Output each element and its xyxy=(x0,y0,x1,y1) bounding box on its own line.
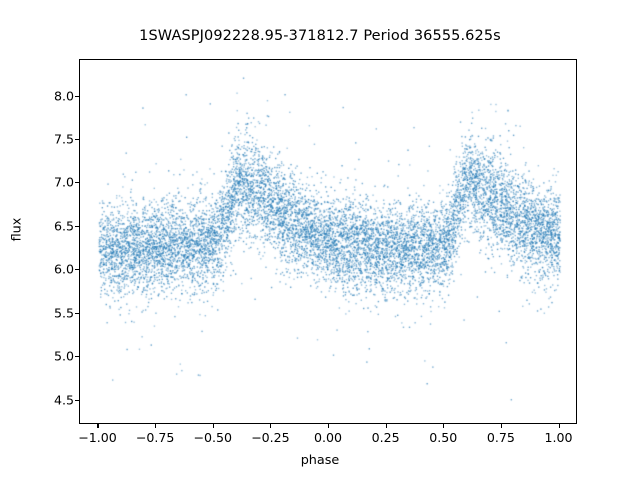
x-tick-mark xyxy=(500,424,502,428)
scatter-plot-canvas xyxy=(80,60,576,423)
chart-title: 1SWASPJ092228.95-371812.7 Period 36555.6… xyxy=(139,28,501,44)
y-tick-label: 6.5 xyxy=(53,218,74,234)
y-tick-label: 8.0 xyxy=(53,88,74,103)
y-tick-mark xyxy=(75,399,79,401)
x-tick-mark xyxy=(558,424,560,428)
y-tick-label: 5.0 xyxy=(53,348,74,364)
y-tick-label: 7.0 xyxy=(53,174,74,190)
x-tick-label: 0.25 xyxy=(371,430,400,445)
y-tick-label: 7.5 xyxy=(53,131,74,147)
x-tick-mark xyxy=(385,424,387,428)
x-tick-mark xyxy=(212,424,214,428)
x-tick-mark xyxy=(270,424,272,428)
y-tick-mark xyxy=(75,356,79,358)
y-tick-mark xyxy=(75,95,79,97)
y-tick-label: 5.5 xyxy=(53,305,74,321)
x-tick-label: −0.50 xyxy=(193,430,233,445)
x-tick-mark xyxy=(155,424,157,428)
plot-axes-area xyxy=(79,59,577,424)
y-tick-mark xyxy=(75,225,79,227)
y-tick-label: 6.0 xyxy=(53,261,74,277)
x-tick-mark xyxy=(97,424,99,428)
y-tick-mark xyxy=(75,312,79,314)
x-axis-title: phase xyxy=(300,453,340,468)
x-tick-label: 0.00 xyxy=(313,430,343,445)
x-tick-label: −1.00 xyxy=(78,430,117,445)
y-tick-mark xyxy=(75,182,79,184)
y-tick-label: 4.5 xyxy=(53,392,74,408)
y-tick-mark xyxy=(75,269,79,271)
x-tick-label: 0.75 xyxy=(486,430,515,445)
x-axis-tick-labels: −1.00 −0.75 −0.50 −0.25 0.00 0.25 0.50 0.75 1.00 xyxy=(0,430,640,450)
y-axis-tick-labels: 4.5 5.0 5.5 6.0 6.5 7.0 7.5 8.0 xyxy=(24,0,74,480)
x-tick-label: −0.25 xyxy=(251,430,290,445)
x-tick-mark xyxy=(328,424,330,428)
x-tick-mark xyxy=(443,424,445,428)
x-tick-label: 0.50 xyxy=(429,430,458,445)
x-tick-label: 1.00 xyxy=(544,430,573,445)
y-tick-mark xyxy=(75,138,79,141)
x-tick-label: −0.75 xyxy=(135,430,175,445)
y-axis-title: flux xyxy=(9,217,25,242)
